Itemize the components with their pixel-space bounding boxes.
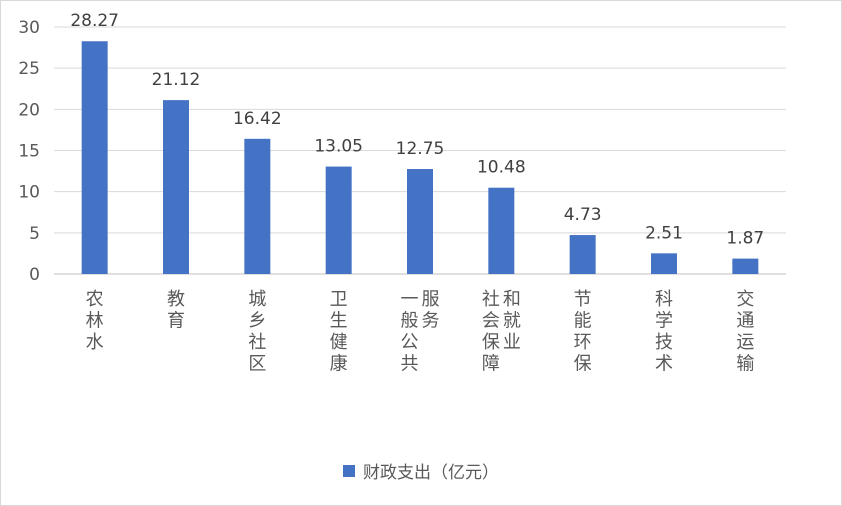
bar — [244, 138, 271, 274]
category-label: 一般公共服务 — [401, 289, 440, 375]
legend-label: 财政支出（亿元） — [363, 463, 499, 483]
bar — [163, 100, 189, 274]
category-label: 节能环保 — [574, 289, 592, 375]
category-label: 农林水 — [86, 289, 104, 353]
y-tick-label: 10 — [18, 183, 40, 203]
bar — [325, 166, 352, 274]
category-label: 教育 — [167, 289, 185, 332]
category-label: 社会保障和就业 — [482, 289, 521, 375]
data-label: 2.51 — [645, 223, 683, 243]
category-label: 卫生健康 — [330, 289, 348, 375]
data-label: 28.27 — [70, 11, 119, 31]
y-tick-label: 5 — [29, 224, 40, 244]
bar — [651, 253, 677, 274]
y-tick-label: 20 — [18, 100, 40, 120]
bar — [488, 187, 515, 274]
data-label: 10.48 — [477, 158, 526, 178]
data-label: 4.73 — [564, 205, 602, 225]
bar — [569, 235, 596, 274]
y-tick-label: 0 — [29, 265, 40, 285]
data-label: 16.42 — [233, 109, 282, 129]
data-label: 12.75 — [396, 139, 445, 159]
data-label: 1.87 — [726, 229, 764, 249]
category-label: 科学技术 — [655, 289, 673, 375]
category-label: 交通运输 — [736, 289, 754, 375]
y-tick-label: 30 — [18, 18, 40, 38]
bar — [732, 258, 759, 274]
legend-swatch — [343, 464, 355, 477]
legend: 财政支出（亿元） — [0, 458, 842, 483]
category-label: 城乡社区 — [248, 289, 266, 375]
y-tick-label: 15 — [18, 142, 40, 162]
data-label: 13.05 — [314, 137, 363, 157]
data-label: 21.12 — [152, 70, 201, 90]
bar — [81, 41, 108, 274]
bar — [407, 169, 433, 274]
y-tick-label: 25 — [18, 59, 40, 79]
